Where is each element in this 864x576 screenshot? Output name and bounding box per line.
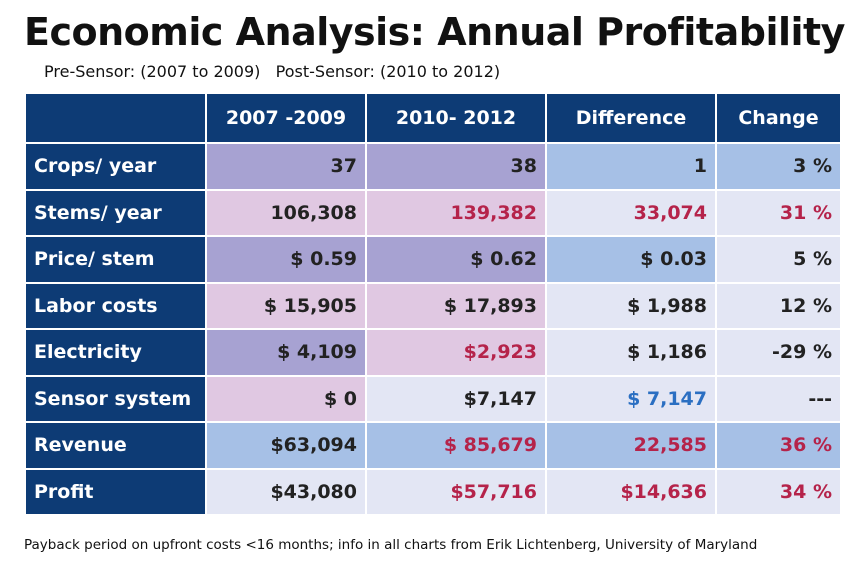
table-cell: 3 % xyxy=(715,142,842,191)
table-cell: $14,636 xyxy=(545,467,717,516)
row-label: Stems/ year xyxy=(24,188,207,237)
column-header: Change xyxy=(715,92,842,144)
footer-note: Payback period on upfront costs <16 mont… xyxy=(24,537,758,553)
table-cell: 36 % xyxy=(715,421,842,470)
table-cell: $ 0.62 xyxy=(365,235,547,284)
row-label: Revenue xyxy=(24,421,207,470)
table-cell: 31 % xyxy=(715,188,842,237)
column-header: 2007 -2009 xyxy=(205,92,367,144)
table-cell: $2,923 xyxy=(365,328,547,377)
table-cell: $ 17,893 xyxy=(365,281,547,330)
row-label: Crops/ year xyxy=(24,142,207,191)
table-row: Price/ stem $ 0.59 $ 0.62 $ 0.03 5 % xyxy=(24,235,842,284)
table-row: Sensor system $ 0 $7,147 $ 7,147 --- xyxy=(24,374,842,423)
table-cell: $ 0 xyxy=(205,374,367,423)
row-label: Profit xyxy=(24,467,207,516)
table-cell: 37 xyxy=(205,142,367,191)
column-header: 2010- 2012 xyxy=(365,92,547,144)
table-cell: $7,147 xyxy=(365,374,547,423)
table-cell: 12 % xyxy=(715,281,842,330)
table-cell: 106,308 xyxy=(205,188,367,237)
table-cell: $ 7,147 xyxy=(545,374,717,423)
table-cell: $ 1,186 xyxy=(545,328,717,377)
header-row: 2007 -2009 2010- 2012 Difference Change xyxy=(24,92,842,144)
subtitle: Pre-Sensor: (2007 to 2009) Post-Sensor: … xyxy=(44,62,501,81)
row-label: Sensor system xyxy=(24,374,207,423)
table: 2007 -2009 2010- 2012 Difference Change Cro… xyxy=(24,92,842,516)
table-cell: -29 % xyxy=(715,328,842,377)
row-label: Electricity xyxy=(24,328,207,377)
table-cell: $ 15,905 xyxy=(205,281,367,330)
table-cell: 38 xyxy=(365,142,547,191)
table-cell: $63,094 xyxy=(205,421,367,470)
table-cell: $43,080 xyxy=(205,467,367,516)
table-row: Electricity $ 4,109 $2,923 $ 1,186 -29 % xyxy=(24,328,842,377)
table-cell: $57,716 xyxy=(365,467,547,516)
column-header: Difference xyxy=(545,92,717,144)
table-cell: 33,074 xyxy=(545,188,717,237)
table-row: Labor costs $ 15,905 $ 17,893 $ 1,988 12 % xyxy=(24,281,842,330)
table-row: Revenue $63,094 $ 85,679 22,585 36 % xyxy=(24,421,842,470)
table-row: Profit $43,080 $57,716 $14,636 34 % xyxy=(24,467,842,516)
row-label: Labor costs xyxy=(24,281,207,330)
table-cell: 139,382 xyxy=(365,188,547,237)
header-corner xyxy=(24,92,207,144)
table-cell: $ 85,679 xyxy=(365,421,547,470)
table-cell: $ 4,109 xyxy=(205,328,367,377)
table-cell: $ 0.59 xyxy=(205,235,367,284)
title: Economic Analysis: Annual Profitability xyxy=(24,10,845,54)
table-cell: $ 0.03 xyxy=(545,235,717,284)
table-row: Stems/ year 106,308 139,382 33,074 31 % xyxy=(24,188,842,237)
table-row: Crops/ year 37 38 1 3 % xyxy=(24,142,842,191)
table-cell: 34 % xyxy=(715,467,842,516)
table-cell: 22,585 xyxy=(545,421,717,470)
row-label: Price/ stem xyxy=(24,235,207,284)
table-cell: --- xyxy=(715,374,842,423)
table-cell: 1 xyxy=(545,142,717,191)
table-cell: $ 1,988 xyxy=(545,281,717,330)
table-cell: 5 % xyxy=(715,235,842,284)
